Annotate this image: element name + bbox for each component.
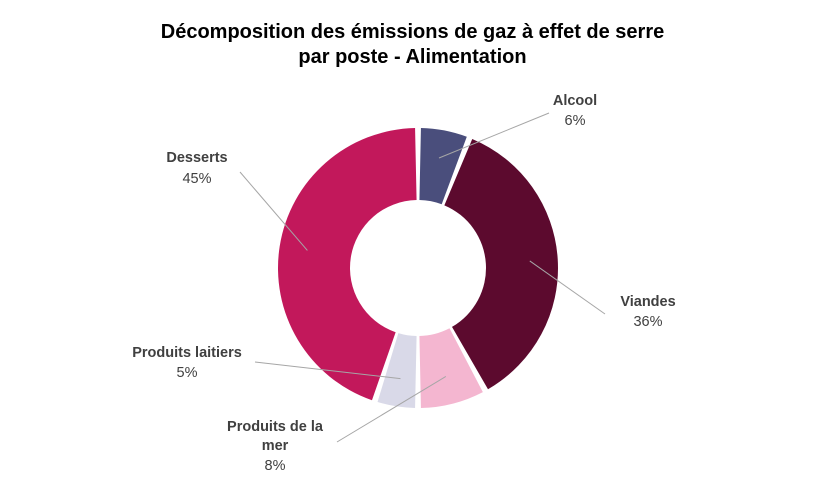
chart-title: Décomposition des émissions de gaz à eff… [0,20,825,70]
slice-label-viandes: Viandes [620,294,675,310]
slice-label-alcool: Alcool [553,93,597,109]
slice-produits-laitiers [377,333,417,408]
slice-label-desserts: Desserts [166,150,227,166]
slice-value-produits-de-la-mer: 8% [265,458,286,474]
leader-lines [239,112,606,443]
slice-value-produits-laitiers: 5% [177,365,198,381]
slice-desserts [278,128,417,401]
slice-viandes [444,138,558,390]
slice-labels: Alcool 6% Viandes 36% Produits de la mer 8% Pro… [132,93,675,474]
slice-value-alcool: 6% [565,113,586,129]
leader-line-produits-de-la-mer [336,376,447,443]
leader-line-alcool [438,112,550,159]
slice-label-produits-de-la-mer: Produits de la mer [227,419,324,454]
chart-title-line-1: Décomposition des émissions de gaz à eff… [160,21,665,43]
chart-title-line-2: par poste - Alimentation [298,46,527,68]
slice-label-produits-laitiers: Produits laitiers [132,345,242,361]
slice-value-desserts: 45% [182,171,211,187]
slice-alcool [419,128,467,205]
donut-slices [278,128,558,408]
slice-produits-de-la-mer [419,328,483,408]
leader-line-viandes [529,260,606,315]
leader-line-produits-laitiers [254,361,401,380]
slice-value-viandes: 36% [633,314,662,330]
leader-line-desserts [239,171,308,251]
